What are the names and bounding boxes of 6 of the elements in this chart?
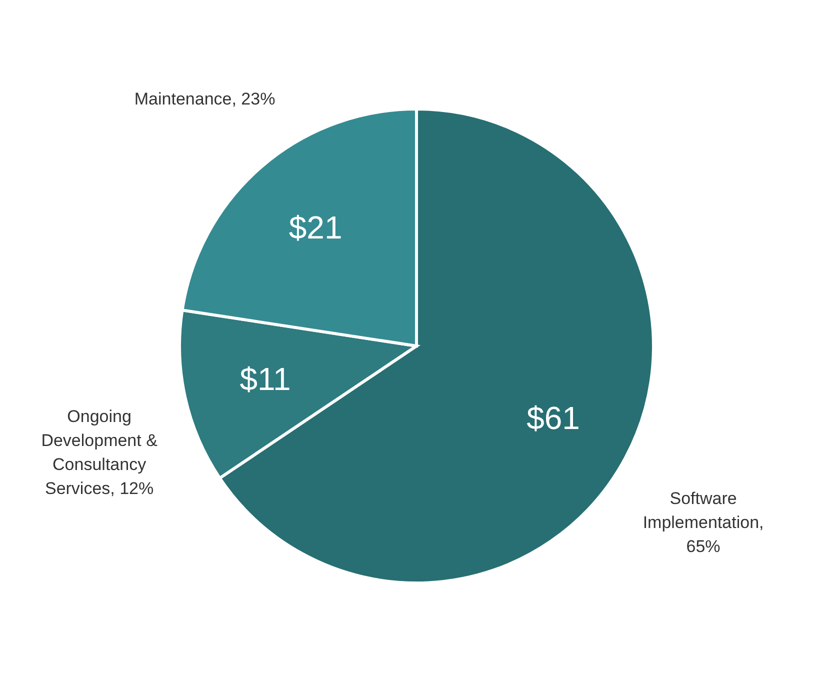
slice-label: Maintenance, 23% (134, 89, 276, 108)
data-label: $61 (526, 400, 580, 436)
data-label: $21 (288, 209, 342, 246)
data-label: $11 (240, 360, 291, 397)
slice-label: Software Implementation, 65% (642, 488, 764, 556)
slice-label: Ongoing Development & Consultancy Services, 12% (41, 406, 158, 498)
